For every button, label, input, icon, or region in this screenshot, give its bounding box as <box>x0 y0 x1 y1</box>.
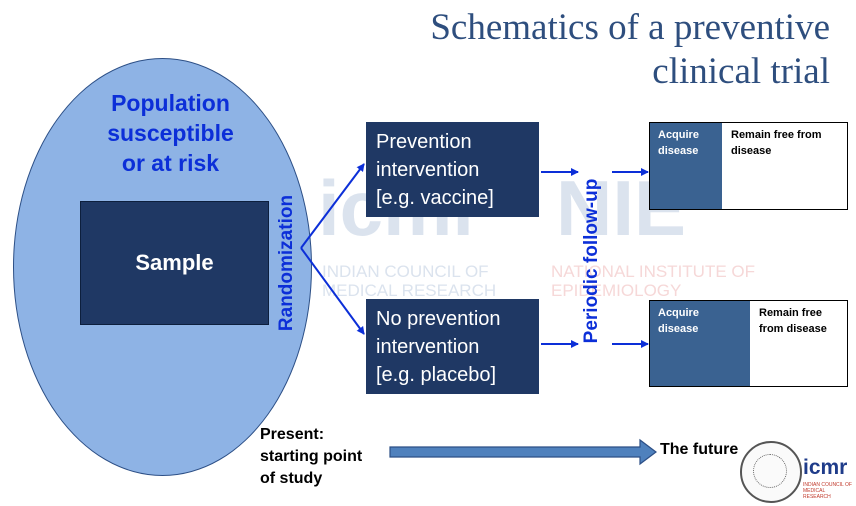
emblem-inner-ring <box>753 454 787 488</box>
outcome-box-bottom: Acquire disease Remain free from disease <box>649 300 848 387</box>
no-prevention-line-1: No prevention <box>376 308 501 330</box>
outcome-bottom-acquire: Acquire disease <box>650 301 750 386</box>
sample-box: Sample <box>80 201 269 325</box>
watermark-nie-line1: NATIONAL INSTITUTE OF <box>551 262 756 281</box>
no-prevention-line-2: intervention <box>376 336 480 358</box>
outcome-bottom-remain: Remain free from disease <box>759 307 827 335</box>
prevention-line-2: intervention <box>376 159 480 181</box>
timeline-start-line-1: Present: <box>260 426 325 443</box>
arrow-to-prevention <box>300 163 365 249</box>
prevention-intervention-box: Prevention intervention [e.g. vaccine] <box>366 122 539 217</box>
watermark-icmr-line1: INDIAN COUNCIL OF <box>322 262 489 281</box>
no-prevention-intervention-box: No prevention intervention [e.g. placebo… <box>366 299 539 394</box>
no-prevention-line-3: [e.g. placebo] <box>376 364 497 386</box>
title-line-1: Schematics of a preventive <box>430 7 830 48</box>
timeline-start-line-3: of study <box>260 470 323 487</box>
population-line-1: Population <box>111 90 230 116</box>
outcome-top-acquire: Acquire disease <box>650 123 722 209</box>
timeline-start-line-2: starting point <box>260 448 363 465</box>
icmr-logo-text: icmr <box>803 456 848 479</box>
timeline-arrow <box>389 438 657 466</box>
outcome-top-remain: Remain free from disease <box>731 129 822 157</box>
icmr-logo-subtitle: INDIAN COUNCIL OF MEDICAL RESEARCH <box>803 482 852 500</box>
outcome-box-top: Acquire disease Remain free from disease <box>649 122 848 210</box>
slide-title: Schematics of a preventive clinical tria… <box>310 6 830 94</box>
timeline-start-label: Present: starting point of study <box>260 424 362 490</box>
population-label: Population susceptible or at risk <box>58 88 283 178</box>
arrow-to-no-prevention <box>300 247 365 335</box>
population-line-3: or at risk <box>121 150 220 176</box>
watermark-nie-line2: EPIDEMIOLOGY <box>551 281 682 300</box>
watermark-icmr-line2: MEDICAL RESEARCH <box>322 281 497 300</box>
prevention-line-3: [e.g. vaccine] <box>376 187 494 209</box>
prevention-line-1: Prevention <box>376 131 472 153</box>
sample-label: Sample <box>135 250 214 275</box>
population-line-2: susceptible <box>107 120 234 146</box>
title-line-2: clinical trial <box>652 51 830 92</box>
timeline-end-label: The future <box>660 441 739 458</box>
